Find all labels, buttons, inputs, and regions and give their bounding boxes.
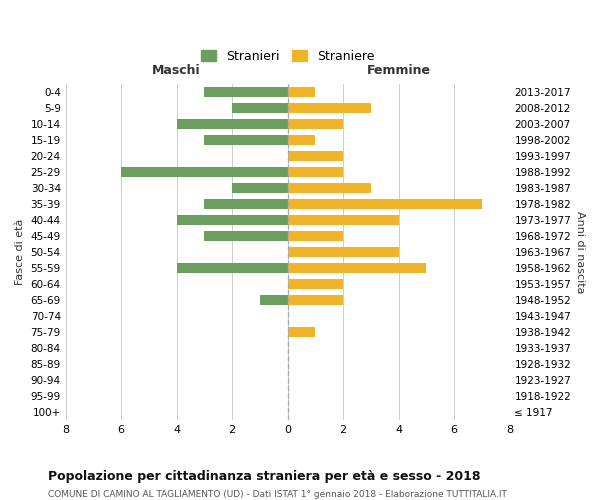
Bar <box>287 295 343 305</box>
Bar <box>232 103 287 113</box>
Bar <box>287 263 426 273</box>
Bar <box>287 247 398 257</box>
Bar <box>287 135 316 144</box>
Bar <box>205 231 287 241</box>
Bar <box>287 151 343 160</box>
Bar <box>287 183 371 192</box>
Bar <box>176 215 287 224</box>
Bar <box>287 327 316 337</box>
Bar <box>260 295 287 305</box>
Bar <box>287 279 343 289</box>
Bar <box>287 231 343 241</box>
Text: COMUNE DI CAMINO AL TAGLIAMENTO (UD) - Dati ISTAT 1° gennaio 2018 - Elaborazione: COMUNE DI CAMINO AL TAGLIAMENTO (UD) - D… <box>48 490 507 499</box>
Text: Maschi: Maschi <box>152 64 201 78</box>
Bar <box>205 87 287 97</box>
Bar <box>205 135 287 144</box>
Bar <box>287 87 316 97</box>
Y-axis label: Anni di nascita: Anni di nascita <box>575 210 585 293</box>
Bar <box>176 263 287 273</box>
Text: Popolazione per cittadinanza straniera per età e sesso - 2018: Popolazione per cittadinanza straniera p… <box>48 470 481 483</box>
Bar <box>287 167 343 176</box>
Bar <box>287 119 343 128</box>
Legend: Stranieri, Straniere: Stranieri, Straniere <box>197 46 378 67</box>
Y-axis label: Fasce di età: Fasce di età <box>15 219 25 285</box>
Bar <box>287 103 371 113</box>
Bar <box>287 199 482 208</box>
Bar <box>176 119 287 128</box>
Bar <box>121 167 287 176</box>
Text: Femmine: Femmine <box>367 64 431 78</box>
Bar <box>287 215 398 224</box>
Bar <box>205 199 287 208</box>
Bar <box>232 183 287 192</box>
